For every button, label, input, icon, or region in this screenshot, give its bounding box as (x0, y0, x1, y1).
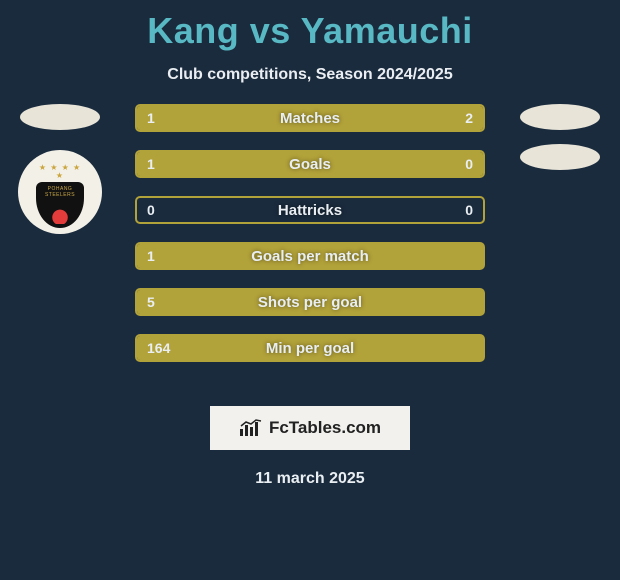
stat-bar: 1Matches2 (135, 104, 485, 132)
bar-value-right: 0 (465, 202, 473, 218)
right-badges (510, 104, 610, 170)
left-badges: ★ ★ ★ ★ ★ POHANGSTEELERS (10, 104, 110, 234)
player-left-club-logo: ★ ★ ★ ★ ★ POHANGSTEELERS (18, 150, 102, 234)
date-label: 11 march 2025 (0, 470, 620, 488)
stat-bar: 0Hattricks0 (135, 196, 485, 224)
stat-bar: 164Min per goal (135, 334, 485, 362)
shield-icon: ★ ★ ★ ★ ★ POHANGSTEELERS (36, 164, 84, 220)
bar-label: Goals per match (137, 248, 483, 265)
brand-box[interactable]: FcTables.com (210, 406, 410, 450)
subtitle: Club competitions, Season 2024/2025 (0, 66, 620, 84)
brand-chart-icon (239, 419, 263, 437)
bar-label: Min per goal (137, 340, 483, 357)
bar-label: Shots per goal (137, 294, 483, 311)
root: Kang vs Yamauchi Club competitions, Seas… (0, 0, 620, 488)
bar-label: Hattricks (137, 202, 483, 219)
bar-label: Goals (137, 156, 483, 173)
stat-bars: 1Matches21Goals00Hattricks01Goals per ma… (135, 104, 485, 362)
stars-icon: ★ ★ ★ ★ ★ (36, 164, 84, 180)
stat-bar: 5Shots per goal (135, 288, 485, 316)
comparison-area: ★ ★ ★ ★ ★ POHANGSTEELERS 1Matches2 1Goals… (0, 104, 620, 384)
brand-label: FcTables.com (269, 418, 381, 438)
player-right-badge (520, 104, 600, 130)
bar-value-right: 0 (465, 156, 473, 172)
player-left-badge (20, 104, 100, 130)
stat-bar: 1Goals per match (135, 242, 485, 270)
page-title: Kang vs Yamauchi (0, 10, 620, 52)
player-right-club-badge (520, 144, 600, 170)
stat-bar: 1Goals0 (135, 150, 485, 178)
bar-value-right: 2 (465, 110, 473, 126)
bar-label: Matches (137, 110, 483, 127)
